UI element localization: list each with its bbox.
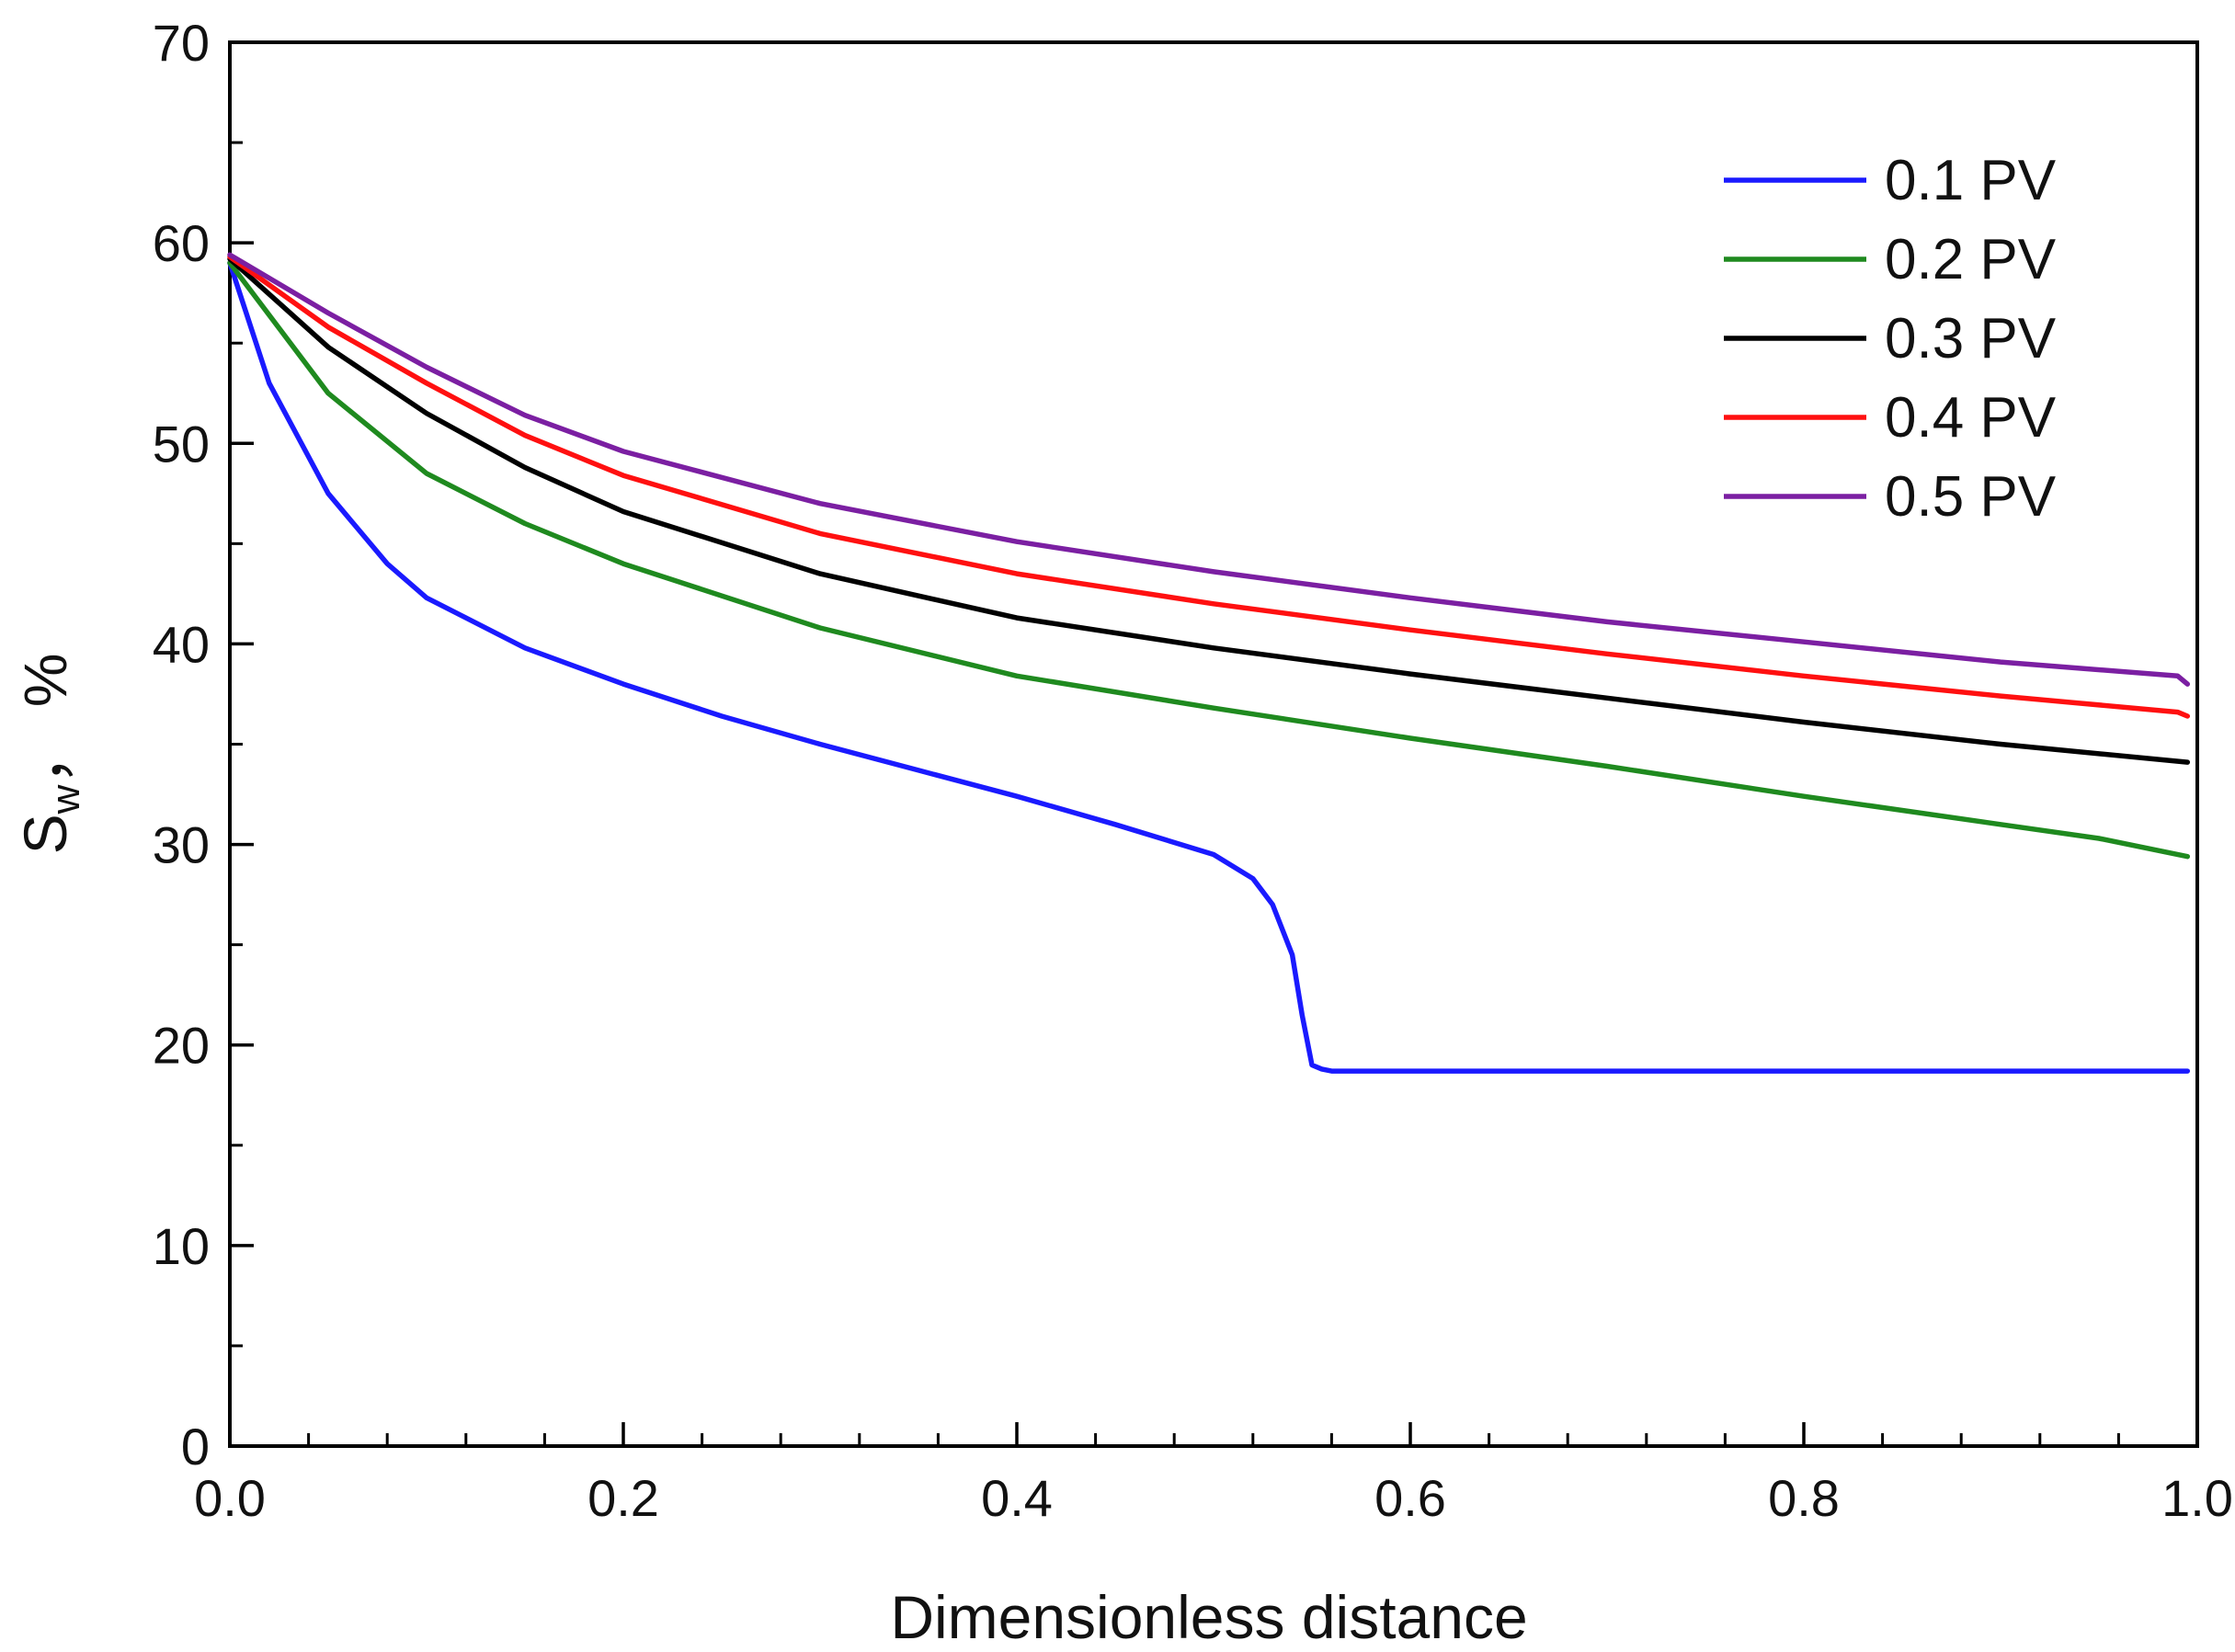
series-line-4 [227, 254, 2191, 719]
legend-label-4: 0.4 PV [1885, 386, 2057, 450]
x-tick-label: 0.0 [194, 1469, 266, 1527]
legend: 0.1 PV 0.2 PV 0.3 PV 0.4 PV 0.5 PV [1724, 149, 2057, 529]
x-tick-label: 0.8 [1768, 1469, 1840, 1527]
y-tick-label: 50 [153, 415, 210, 473]
legend-label-5: 0.5 PV [1885, 465, 2057, 529]
y-tick-label: 0 [181, 1418, 210, 1475]
x-tick-label: 0.6 [1374, 1469, 1446, 1527]
y-tick-label: 40 [153, 615, 210, 673]
y-tick-label: 10 [153, 1217, 210, 1275]
legend-label-3: 0.3 PV [1885, 307, 2057, 370]
y-axis-title-main: S [11, 814, 79, 854]
y-axis: 0 10 20 30 40 50 60 70 [153, 14, 254, 1475]
series-line-1 [227, 260, 2191, 1074]
legend-label-2: 0.2 PV [1885, 228, 2057, 291]
y-axis-title-sub: w [43, 784, 88, 815]
series-line-3 [227, 256, 2191, 765]
x-tick-label: 0.4 [981, 1469, 1053, 1527]
legend-label-1: 0.1 PV [1885, 149, 2057, 212]
y-axis-title: Sw， % [11, 654, 88, 855]
series-lines [227, 252, 2191, 1074]
y-axis-title-unit: ， % [11, 654, 79, 785]
series-line-5 [227, 252, 2191, 687]
y-tick-label: 30 [153, 816, 210, 874]
series-line-2 [227, 260, 2191, 860]
x-axis-title: Dimensionless distance [890, 1583, 1527, 1651]
x-tick-label: 0.2 [587, 1469, 659, 1527]
y-tick-label: 60 [153, 214, 210, 272]
x-tick-label: 1.0 [2161, 1469, 2233, 1527]
x-axis: 0.0 0.2 0.4 0.6 0.8 1.0 [194, 1422, 2233, 1527]
y-tick-label: 20 [153, 1017, 210, 1075]
y-tick-label: 70 [153, 14, 210, 72]
